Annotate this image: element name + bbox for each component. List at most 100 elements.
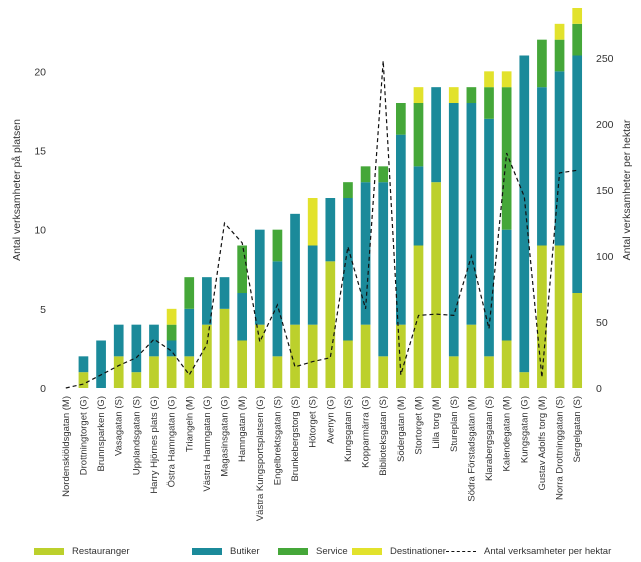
legend-item-restauranger: Restauranger: [34, 544, 130, 558]
x-tick-label: Södra Förstadsgatan (M): [466, 396, 477, 502]
bar-restauranger: [272, 356, 283, 388]
bar-butiker: [413, 166, 424, 246]
y-tick-left: 10: [34, 225, 46, 237]
bar-service: [466, 87, 477, 103]
bar-restauranger: [149, 356, 159, 388]
x-tick-label: Magasinsgatan (G): [220, 396, 231, 477]
bar-service: [184, 277, 195, 309]
bar-butiker: [572, 55, 583, 293]
bar-destinationer: [554, 23, 565, 40]
bar-restauranger: [519, 372, 530, 388]
bar-service: [413, 103, 424, 167]
legend-item-butiker: Butiker: [192, 544, 260, 558]
x-tick-label: Brunnsparken (G): [96, 396, 107, 472]
x-tick-label: Drottningtorget (G): [78, 396, 89, 475]
y-axis-label-left: Antal verksamheter på platsen: [11, 119, 23, 261]
bar-butiker: [237, 293, 247, 341]
bar-restauranger: [307, 324, 318, 388]
bar-restauranger: [219, 308, 230, 388]
y-tick-left: 20: [34, 66, 46, 78]
bar-butiker: [343, 198, 353, 341]
bar-butiker: [378, 182, 389, 357]
bar-butiker: [219, 277, 230, 309]
bar-restauranger: [554, 245, 565, 388]
x-tick-label: Västra Kungsportsplatsen (G): [255, 396, 266, 521]
bar-destinationer: [448, 87, 459, 103]
bar-restauranger: [448, 356, 459, 388]
legend-swatch-service: [278, 547, 308, 555]
legend-label-restauranger: Restauranger: [72, 545, 130, 557]
x-tick-label: Västra Hamngatan (G): [202, 396, 213, 492]
line-antal-per-hektar: [65, 60, 578, 389]
bar-butiker: [484, 118, 494, 357]
bar-service: [378, 166, 389, 183]
bar-butiker: [184, 308, 195, 357]
x-tick-label: Klarabergsgatan (S): [484, 396, 495, 481]
bar-service: [396, 103, 406, 135]
x-tick-label: Harry Hjörnes plats (G): [149, 396, 160, 494]
x-tick-label: Stureplan (S): [449, 396, 460, 452]
x-tick-label: Kungsgatan (G): [519, 396, 530, 463]
bar-butiker: [537, 87, 547, 246]
bar-restauranger: [466, 324, 477, 388]
bar-butiker: [501, 229, 512, 341]
y-tick-right: 50: [596, 317, 608, 329]
bar-butiker: [325, 198, 336, 262]
x-tick-label: Brunkebergstorg (S): [290, 396, 301, 482]
x-tick-label: Hötorget (S): [308, 396, 319, 448]
bar-restauranger: [131, 372, 142, 388]
stacked-bar-chart: 0 5 10 15 20 0 50 100 150 200 250 Nordenskiöldsga…: [11, 8, 633, 521]
bar-butiker: [307, 245, 318, 325]
legend-item-destinationer: Destinationer: [352, 544, 446, 558]
bar-butiker: [396, 134, 406, 325]
y-axis-left: 0 5 10 15 20: [34, 66, 46, 395]
x-tick-label: Lilla torg (M): [431, 396, 442, 449]
x-tick-label: Upplandsgatan (S): [131, 396, 142, 475]
bar-destinationer: [501, 71, 512, 88]
x-tick-label: Triangeln (M): [184, 396, 195, 452]
x-tick-label: Kalendegatan (M): [502, 396, 513, 472]
bar-butiker: [431, 87, 441, 183]
bar-service: [360, 166, 371, 183]
x-tick-label: Vasagatan (S): [114, 396, 125, 456]
x-tick-label: Hamngatan (M): [237, 396, 248, 462]
legend-item-service: Service: [278, 544, 348, 558]
legend-item-line: Antal verksamheter per hektar: [446, 544, 611, 558]
y-tick-right: 100: [596, 251, 614, 263]
x-tick-label: Nordenskiöldsgatan (M): [61, 396, 72, 497]
legend-label-line: Antal verksamheter per hektar: [484, 545, 612, 557]
bar-restauranger: [501, 340, 512, 388]
legend-dash-line: [446, 550, 476, 552]
x-tick-label: Avenyn (G): [325, 396, 336, 444]
bar-butiker: [96, 340, 106, 388]
y-tick-right: 0: [596, 383, 602, 395]
bars-group: [78, 8, 583, 388]
bar-service: [554, 39, 565, 72]
x-tick-label: Gustav Adolfs torg (M): [537, 396, 548, 491]
y-tick-right: 150: [596, 185, 614, 197]
x-tick-label: Södergatan (M): [396, 396, 407, 462]
bar-service: [272, 229, 283, 262]
bar-restauranger: [184, 356, 195, 388]
x-tick-label: Östra Hamngatan (G): [167, 396, 178, 487]
bar-restauranger: [202, 324, 212, 388]
bar-butiker: [360, 182, 371, 325]
bar-service: [537, 39, 547, 88]
bar-restauranger: [378, 356, 389, 388]
x-tick-label: Biblioteksgatan (S): [378, 396, 389, 476]
bar-destinationer: [572, 8, 583, 24]
bar-butiker: [166, 340, 177, 357]
bar-service: [166, 324, 177, 341]
x-tick-label: Engelbrektsgatan (S): [272, 396, 283, 485]
bar-restauranger: [290, 324, 300, 388]
y-tick-left: 15: [34, 146, 46, 158]
bar-restauranger: [166, 356, 177, 388]
legend-swatch-butiker: [192, 547, 222, 555]
bar-butiker: [78, 356, 89, 373]
bar-restauranger: [537, 245, 547, 388]
bar-butiker: [131, 324, 142, 373]
bar-restauranger: [396, 324, 406, 388]
legend: Restauranger Butiker Service Destination…: [34, 544, 634, 560]
legend-swatch-destinationer: [352, 547, 382, 555]
bar-restauranger: [325, 261, 336, 388]
